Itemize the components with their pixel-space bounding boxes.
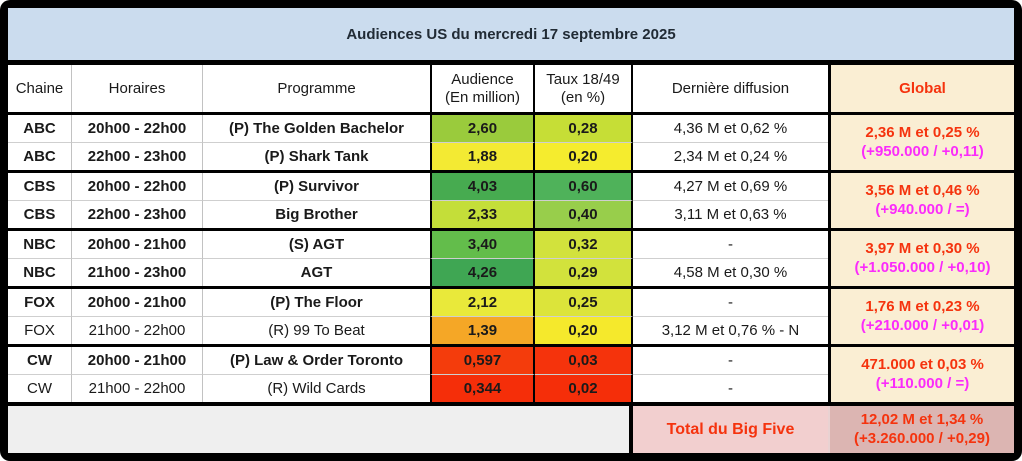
cell-diffusion: 4,27 M et 0,69 % <box>633 173 828 201</box>
cell-global: 471.000 et 0,03 % (+110.000 / =) <box>828 347 1014 402</box>
cell-taux: 0,32 <box>535 231 633 259</box>
title-text: Audiences US du mercredi 17 septembre 20… <box>346 25 676 43</box>
group-fox: FOX 20h00 - 21h00 (P) The Floor 2,12 0,2… <box>8 289 1014 344</box>
column-header-row: Chaine Horaires Programme Audience (En m… <box>8 65 1014 112</box>
cell-audience: 4,26 <box>430 259 535 286</box>
cell-diffusion: 3,12 M et 0,76 % - N <box>633 317 828 344</box>
col-header-diffusion: Dernière diffusion <box>633 65 828 112</box>
cell-taux: 0,40 <box>535 201 633 228</box>
cell-diffusion: 2,34 M et 0,24 % <box>633 143 828 170</box>
col-header-horaires: Horaires <box>72 65 203 112</box>
cell-global: 1,76 M et 0,23 % (+210.000 / +0,01) <box>828 289 1014 344</box>
cell-horaires: 20h00 - 22h00 <box>72 115 203 143</box>
col-header-programme: Programme <box>203 65 430 112</box>
group-nbc: NBC 20h00 - 21h00 (S) AGT 3,40 0,32 - 3,… <box>8 231 1014 286</box>
cell-taux: 0,28 <box>535 115 633 143</box>
cell-audience: 1,88 <box>430 143 535 170</box>
cell-programme: (P) Law & Order Toronto <box>203 347 430 375</box>
group-cbs: CBS 20h00 - 22h00 (P) Survivor 4,03 0,60… <box>8 173 1014 228</box>
cell-audience: 1,39 <box>430 317 535 344</box>
cell-chaine: ABC <box>8 115 72 143</box>
cell-chaine: CW <box>8 347 72 375</box>
cell-audience: 0,597 <box>430 347 535 375</box>
cell-global: 3,56 M et 0,46 % (+940.000 / =) <box>828 173 1014 228</box>
cell-audience: 0,344 <box>430 375 535 402</box>
cell-chaine: FOX <box>8 317 72 344</box>
cell-diffusion: 4,36 M et 0,62 % <box>633 115 828 143</box>
cell-global: 2,36 M et 0,25 % (+950.000 / +0,11) <box>828 115 1014 170</box>
cell-programme: (R) Wild Cards <box>203 375 430 402</box>
cell-audience: 2,33 <box>430 201 535 228</box>
cell-chaine: NBC <box>8 231 72 259</box>
cell-diffusion: 3,11 M et 0,63 % <box>633 201 828 228</box>
total-label: Total du Big Five <box>633 406 828 453</box>
cell-diffusion: - <box>633 375 828 402</box>
cell-horaires: 22h00 - 23h00 <box>72 201 203 228</box>
total-row: Total du Big Five 12,02 M et 1,34 % (+3.… <box>8 406 1014 453</box>
cell-horaires: 20h00 - 21h00 <box>72 289 203 317</box>
cell-horaires: 20h00 - 21h00 <box>72 231 203 259</box>
cell-programme: Big Brother <box>203 201 430 228</box>
cell-taux: 0,20 <box>535 317 633 344</box>
col-header-global: Global <box>828 65 1014 112</box>
cell-programme: (P) Survivor <box>203 173 430 201</box>
cell-taux: 0,02 <box>535 375 633 402</box>
cell-global: 3,97 M et 0,30 % (+1.050.000 / +0,10) <box>828 231 1014 286</box>
cell-chaine: FOX <box>8 289 72 317</box>
cell-audience: 3,40 <box>430 231 535 259</box>
cell-chaine: NBC <box>8 259 72 286</box>
cell-horaires: 21h00 - 23h00 <box>72 259 203 286</box>
table-title: Audiences US du mercredi 17 septembre 20… <box>8 8 1014 60</box>
cell-chaine: ABC <box>8 143 72 170</box>
cell-taux: 0,29 <box>535 259 633 286</box>
cell-programme: AGT <box>203 259 430 286</box>
cell-chaine: CBS <box>8 201 72 228</box>
col-header-taux: Taux 18/49 (en %) <box>535 65 633 112</box>
cell-audience: 2,60 <box>430 115 535 143</box>
cell-horaires: 20h00 - 22h00 <box>72 173 203 201</box>
col-header-chaine: Chaine <box>8 65 72 112</box>
group-cw: CW 20h00 - 21h00 (P) Law & Order Toronto… <box>8 347 1014 402</box>
cell-taux: 0,25 <box>535 289 633 317</box>
cell-horaires: 22h00 - 23h00 <box>72 143 203 170</box>
cell-taux: 0,60 <box>535 173 633 201</box>
footer-empty-area <box>8 406 633 453</box>
cell-diffusion: 4,58 M et 0,30 % <box>633 259 828 286</box>
cell-taux: 0,03 <box>535 347 633 375</box>
cell-programme: (S) AGT <box>203 231 430 259</box>
cell-chaine: CBS <box>8 173 72 201</box>
cell-programme: (P) The Golden Bachelor <box>203 115 430 143</box>
cell-programme: (P) Shark Tank <box>203 143 430 170</box>
cell-horaires: 21h00 - 22h00 <box>72 317 203 344</box>
total-global-value: 12,02 M et 1,34 % (+3.260.000 / +0,29) <box>828 406 1014 453</box>
cell-chaine: CW <box>8 375 72 402</box>
group-abc: ABC 20h00 - 22h00 (P) The Golden Bachelo… <box>8 115 1014 170</box>
cell-horaires: 20h00 - 21h00 <box>72 347 203 375</box>
cell-audience: 4,03 <box>430 173 535 201</box>
cell-diffusion: - <box>633 231 828 259</box>
col-header-audience: Audience (En million) <box>430 65 535 112</box>
cell-diffusion: - <box>633 289 828 317</box>
cell-horaires: 21h00 - 22h00 <box>72 375 203 402</box>
cell-programme: (R) 99 To Beat <box>203 317 430 344</box>
cell-diffusion: - <box>633 347 828 375</box>
cell-taux: 0,20 <box>535 143 633 170</box>
cell-programme: (P) The Floor <box>203 289 430 317</box>
cell-audience: 2,12 <box>430 289 535 317</box>
